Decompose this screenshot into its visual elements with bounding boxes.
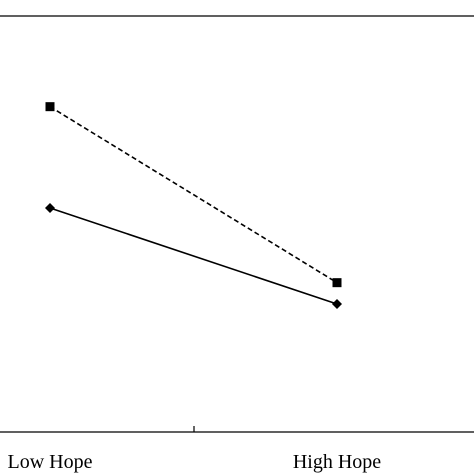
series-1-line xyxy=(49,105,338,284)
series-2-line xyxy=(49,207,338,305)
series-1-point-low-hope xyxy=(45,102,55,112)
plot-frame xyxy=(0,15,474,433)
x-tick-label-high-hope: High Hope xyxy=(293,451,381,473)
x-tick-label-low-hope: Low Hope xyxy=(8,451,93,473)
series-1-point-high-hope xyxy=(332,278,342,288)
series-layer xyxy=(45,102,342,309)
x-axis-ticks: Low Hope High Hope xyxy=(8,451,382,473)
series-2-point-high-hope xyxy=(332,299,342,309)
series-2-point-low-hope xyxy=(45,203,55,213)
